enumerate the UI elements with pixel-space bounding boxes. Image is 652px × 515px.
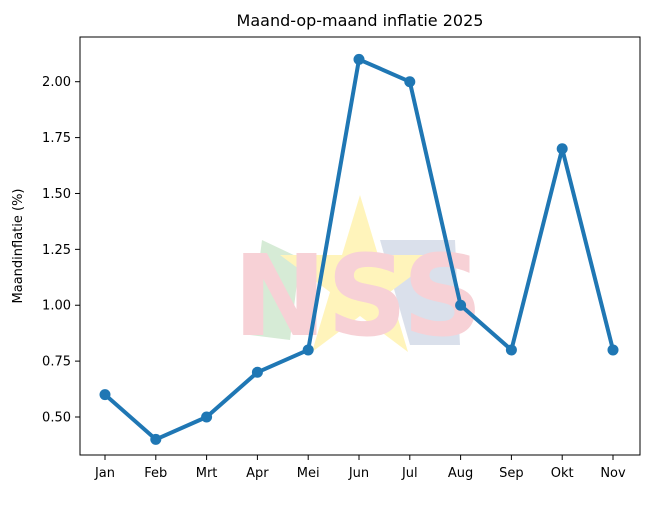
y-tick-label: 2.00 <box>42 75 71 90</box>
x-tick-label: Jan <box>94 466 115 481</box>
watermark-star <box>280 195 440 352</box>
data-point <box>251 366 263 378</box>
data-points <box>99 53 619 445</box>
x-tick-label: Sep <box>499 466 524 481</box>
data-point <box>556 143 568 155</box>
plot-area-frame <box>79 36 641 456</box>
data-point <box>150 433 162 445</box>
watermark-letters: NSS <box>233 232 483 362</box>
y-axis: 0.50 0.75 1.00 1.25 1.50 1.75 2.00 <box>42 75 80 426</box>
x-tick-label: Mrt <box>196 466 218 481</box>
x-tick-label: Nov <box>600 466 626 481</box>
data-point <box>201 411 213 423</box>
data-point <box>455 299 467 311</box>
data-point <box>607 344 619 356</box>
data-point <box>302 344 314 356</box>
y-tick-label: 1.00 <box>42 299 71 314</box>
y-tick-label: 1.50 <box>42 187 71 202</box>
watermark-green-shape <box>250 240 300 340</box>
x-axis: Jan Feb Mrt Apr Mei Jun Jul Aug Sep Okt Nov <box>94 455 626 481</box>
x-tick-label: Jun <box>348 466 369 481</box>
x-tick-label: Apr <box>246 466 269 481</box>
x-tick-label: Feb <box>144 466 167 481</box>
nss-watermark-logo: NSS <box>233 195 483 362</box>
data-point <box>404 76 416 88</box>
x-tick-label: Mei <box>297 466 320 481</box>
chart-title: Maand-op-maand inflatie 2025 <box>237 11 484 30</box>
data-point <box>99 389 111 401</box>
data-point <box>353 53 365 65</box>
y-tick-label: 1.25 <box>42 243 71 258</box>
data-point <box>505 344 517 356</box>
y-tick-label: 0.50 <box>42 411 71 426</box>
x-tick-label: Jul <box>401 466 418 481</box>
x-tick-label: Okt <box>551 466 574 481</box>
y-tick-label: 0.75 <box>42 355 71 370</box>
y-axis-label: Maandinflatie (%) <box>11 189 26 304</box>
x-tick-label: Aug <box>448 466 473 481</box>
y-tick-label: 1.75 <box>42 131 71 146</box>
